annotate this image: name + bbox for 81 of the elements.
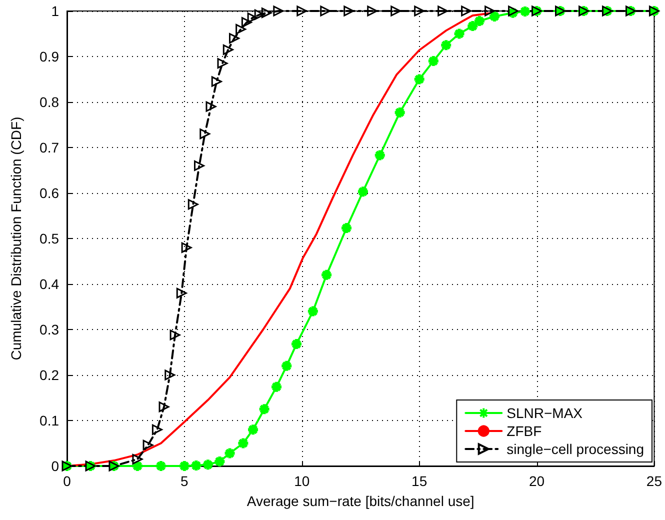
point <box>340 222 354 235</box>
point <box>217 58 228 69</box>
point <box>176 288 187 298</box>
y-tick-label: 0.9 <box>40 48 60 64</box>
point <box>393 106 406 119</box>
point <box>426 54 440 68</box>
point <box>213 454 226 468</box>
y-tick-label: 0 <box>51 458 60 474</box>
point <box>158 402 170 412</box>
point <box>254 9 265 20</box>
point <box>320 6 331 16</box>
point <box>466 20 480 33</box>
point <box>236 24 246 34</box>
point <box>306 304 320 318</box>
y-axis-title: Cumulative Distribution Function (CDF) <box>8 116 24 360</box>
point <box>296 6 308 16</box>
x-tick-label: 25 <box>646 473 662 489</box>
y-tick-label: 0.7 <box>40 140 60 156</box>
point <box>154 460 168 472</box>
point <box>472 14 486 28</box>
point <box>258 402 271 416</box>
point <box>438 6 448 16</box>
point <box>290 338 303 351</box>
point <box>280 359 294 372</box>
x-tick-label: 10 <box>294 473 310 489</box>
x-axis-title: Average sum−rate [bits/channel use] <box>246 493 474 509</box>
y-tick-label: 0.5 <box>40 230 60 246</box>
x-tick-label: 20 <box>528 473 545 489</box>
point <box>223 446 236 460</box>
y-tick-label: 0.6 <box>40 185 60 201</box>
y-tick-label: 0.1 <box>40 412 60 428</box>
legend-label: ZFBF <box>506 423 542 439</box>
point <box>228 33 240 44</box>
point <box>170 330 180 340</box>
y-tick-label: 0.2 <box>40 367 60 383</box>
point <box>412 72 426 86</box>
point <box>390 6 402 16</box>
point <box>270 380 284 394</box>
point <box>261 8 272 18</box>
point <box>273 6 284 16</box>
point <box>452 27 466 40</box>
point <box>194 160 204 171</box>
point <box>320 268 334 282</box>
x-tick-label: 0 <box>63 473 72 489</box>
y-tick-label: 0.8 <box>40 94 60 110</box>
point <box>188 199 198 210</box>
point <box>241 17 252 28</box>
point <box>484 6 496 16</box>
point <box>132 454 143 464</box>
point <box>181 242 192 253</box>
point <box>508 6 519 16</box>
point <box>488 10 501 23</box>
point <box>222 44 234 55</box>
point <box>414 6 425 16</box>
point <box>130 460 144 472</box>
point <box>211 76 222 87</box>
legend-label: single−cell processing <box>506 441 644 457</box>
x-tick-label: 15 <box>412 473 428 489</box>
point <box>344 6 354 16</box>
point <box>200 128 210 140</box>
y-tick-label: 1 <box>51 3 60 19</box>
legend-label: SLNR−MAX <box>506 405 584 421</box>
point <box>152 424 162 435</box>
point <box>246 423 260 436</box>
point <box>440 38 453 52</box>
point <box>164 370 176 380</box>
point <box>247 12 258 24</box>
point <box>518 4 532 18</box>
point <box>206 101 216 112</box>
point <box>236 436 250 450</box>
y-tick-label: 0.3 <box>40 322 60 338</box>
y-tick-label: 0.4 <box>40 276 60 292</box>
point <box>356 185 370 198</box>
x-tick-label: 5 <box>180 473 189 489</box>
point <box>142 440 154 450</box>
point <box>367 6 378 16</box>
point <box>190 459 203 472</box>
point <box>373 148 386 162</box>
point <box>178 460 191 472</box>
point <box>461 6 472 16</box>
point <box>201 458 214 472</box>
